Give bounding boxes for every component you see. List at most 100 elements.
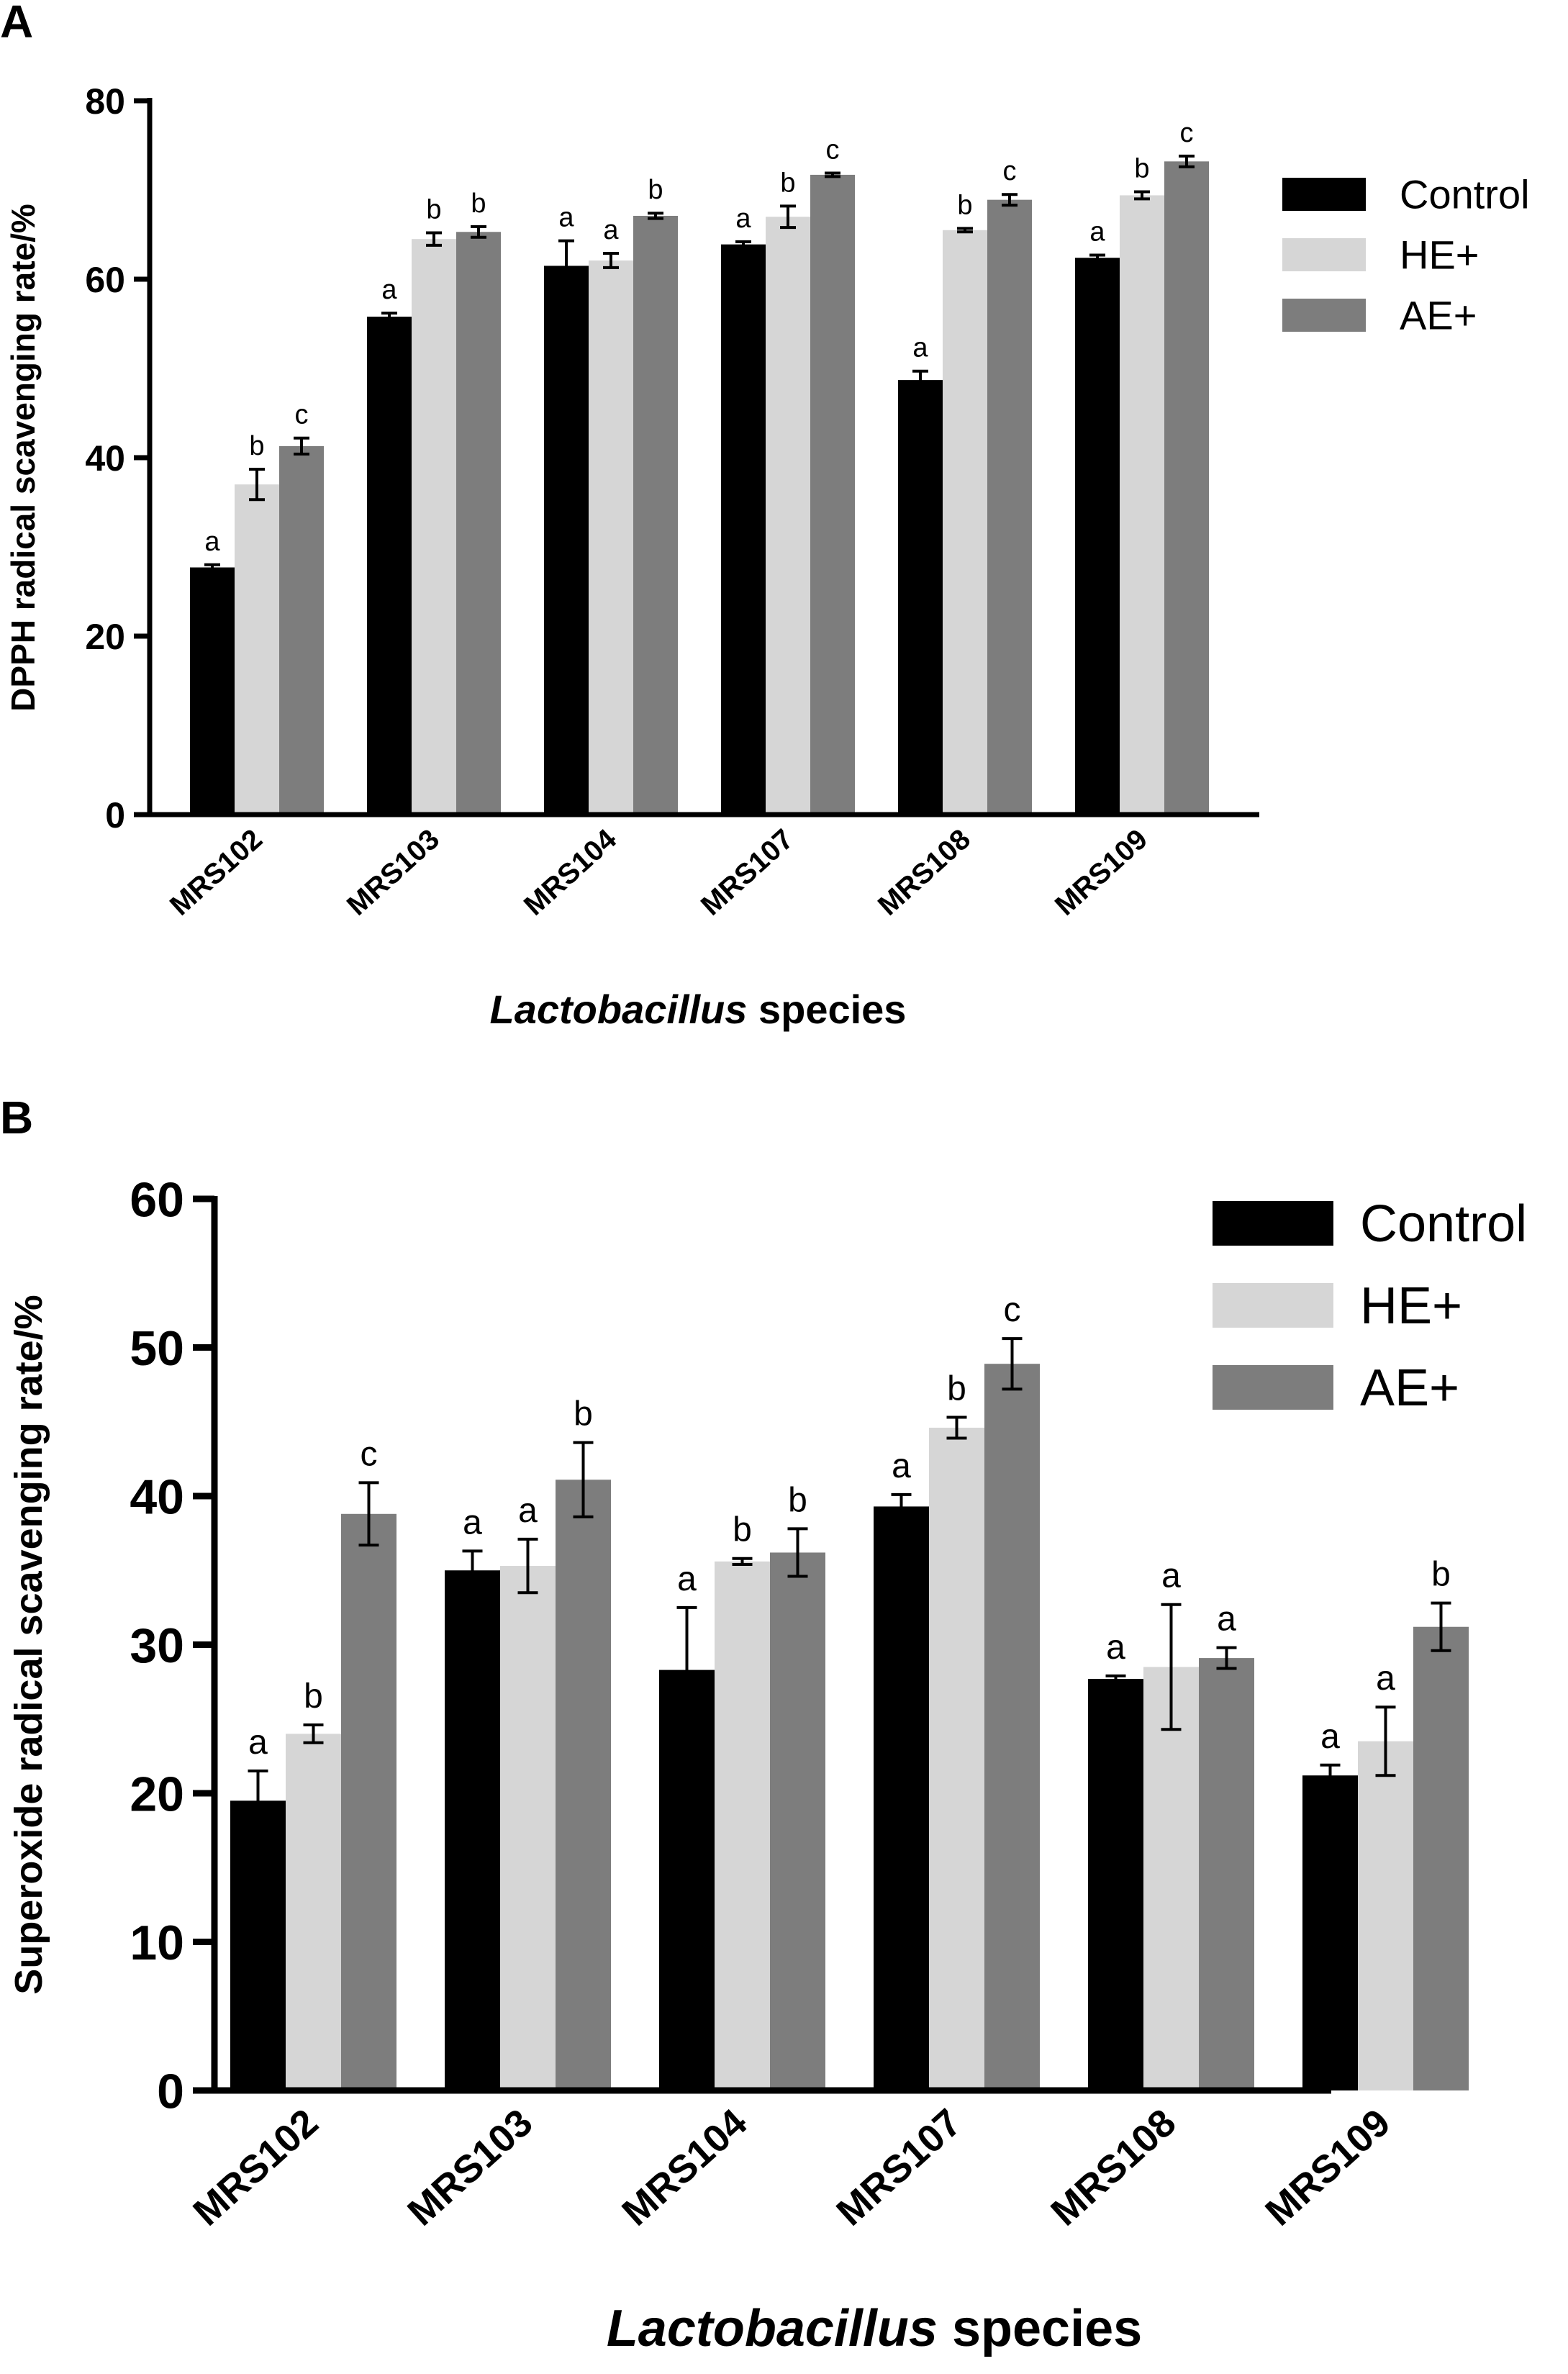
significance-letter: b xyxy=(780,168,795,198)
bar xyxy=(1075,258,1120,815)
x-tick-label: MRS103 xyxy=(341,823,445,922)
legend-label: AE+ xyxy=(1360,1359,1459,1417)
significance-letter: b xyxy=(947,1370,966,1408)
x-tick-label: MRS108 xyxy=(1043,2101,1184,2234)
significance-letter: a xyxy=(892,1447,911,1485)
y-tick-label: 50 xyxy=(130,1321,184,1376)
x-axis-title-italic: Lactobacillus xyxy=(607,2300,938,2357)
bar xyxy=(987,199,1032,815)
x-tick-label: MRS104 xyxy=(518,823,623,921)
x-tick-label: MRS109 xyxy=(1257,2101,1398,2234)
significance-letter: b xyxy=(471,189,486,219)
bar xyxy=(341,1513,396,2090)
y-axis-title: DPPH radical scavenging rate/% xyxy=(4,204,42,712)
x-tick-label: MRS108 xyxy=(872,823,976,922)
significance-letter: b xyxy=(1431,1556,1451,1594)
legend-label: Control xyxy=(1360,1195,1527,1253)
significance-letter: a xyxy=(1106,1628,1125,1667)
x-axis-title: Lactobacillus species xyxy=(607,2300,1142,2357)
bar xyxy=(1143,1667,1199,2090)
y-tick-label: 0 xyxy=(157,2064,184,2119)
significance-letter: b xyxy=(648,175,663,205)
x-tick-label: MRS104 xyxy=(614,2101,755,2234)
y-tick-label: 60 xyxy=(85,260,125,300)
significance-letter: c xyxy=(295,400,309,430)
bar xyxy=(659,1669,715,2090)
bar xyxy=(445,1570,500,2090)
bar xyxy=(633,215,678,815)
significance-letter: b xyxy=(733,1511,752,1549)
legend-swatch xyxy=(1282,299,1366,332)
legend-swatch xyxy=(1213,1365,1333,1410)
y-tick-label: 20 xyxy=(85,617,125,657)
significance-letter: a xyxy=(518,1492,538,1530)
significance-letter: a xyxy=(204,527,220,557)
bar xyxy=(279,445,324,815)
significance-letter: b xyxy=(426,195,441,225)
significance-letter: a xyxy=(1320,1718,1340,1756)
bar xyxy=(286,1734,341,2090)
significance-letter: a xyxy=(677,1560,697,1598)
significance-letter: b xyxy=(304,1677,323,1716)
legend-swatch xyxy=(1213,1201,1333,1246)
significance-letter: c xyxy=(1004,1291,1021,1329)
bar xyxy=(230,1800,286,2090)
panel-label: B xyxy=(0,1092,33,1143)
significance-letter: a xyxy=(1217,1600,1236,1639)
x-axis-title: Lactobacillus species xyxy=(490,987,907,1032)
significance-letter: c xyxy=(361,1435,378,1473)
y-tick-label: 60 xyxy=(130,1172,184,1227)
x-tick-label: MRS102 xyxy=(164,823,268,922)
bar xyxy=(943,230,987,815)
bar xyxy=(715,1561,770,2090)
panel-label: A xyxy=(0,0,33,47)
x-tick-label: MRS107 xyxy=(828,2101,969,2234)
significance-letter: a xyxy=(463,1503,482,1541)
bar xyxy=(1302,1775,1358,2090)
legend-swatch xyxy=(1282,178,1366,211)
bar xyxy=(556,1480,611,2090)
significance-letter: a xyxy=(558,203,574,233)
significance-letter: a xyxy=(381,275,397,305)
significance-letter: b xyxy=(574,1395,593,1433)
significance-letter: a xyxy=(735,204,751,234)
significance-letter: c xyxy=(826,135,840,165)
significance-letter: b xyxy=(249,431,264,461)
legend-label: Control xyxy=(1400,172,1530,217)
y-tick-label: 80 xyxy=(85,81,125,122)
bar xyxy=(721,244,766,815)
x-tick-label: MRS109 xyxy=(1049,823,1154,922)
bar xyxy=(367,317,412,815)
bar xyxy=(874,1506,929,2090)
y-axis-title: Superoxide radical scavenging rate/% xyxy=(7,1295,50,1994)
bar xyxy=(770,1552,825,2090)
bar xyxy=(1413,1626,1469,2090)
y-tick-label: 10 xyxy=(130,1916,184,1970)
x-tick-label: MRS102 xyxy=(185,2101,326,2234)
bar xyxy=(235,484,279,815)
bar xyxy=(1199,1658,1254,2090)
x-axis-title-rest: species xyxy=(938,2300,1142,2357)
bar xyxy=(1088,1678,1143,2090)
x-tick-label: MRS107 xyxy=(695,823,799,922)
bar xyxy=(984,1364,1040,2090)
y-tick-label: 0 xyxy=(105,795,125,835)
significance-letter: b xyxy=(957,190,972,220)
x-axis-title-italic: Lactobacillus xyxy=(490,987,748,1032)
bar xyxy=(456,232,501,815)
significance-letter: c xyxy=(1180,118,1194,148)
significance-letter: a xyxy=(1376,1659,1395,1698)
bar xyxy=(898,380,943,815)
significance-letter: a xyxy=(912,333,928,363)
y-tick-label: 40 xyxy=(85,438,125,479)
legend-swatch xyxy=(1282,238,1366,271)
bar xyxy=(589,260,633,815)
bar xyxy=(412,239,456,815)
significance-letter: a xyxy=(603,215,619,245)
legend-label: HE+ xyxy=(1360,1277,1462,1335)
bar xyxy=(929,1428,984,2090)
significance-letter: b xyxy=(788,1481,807,1519)
